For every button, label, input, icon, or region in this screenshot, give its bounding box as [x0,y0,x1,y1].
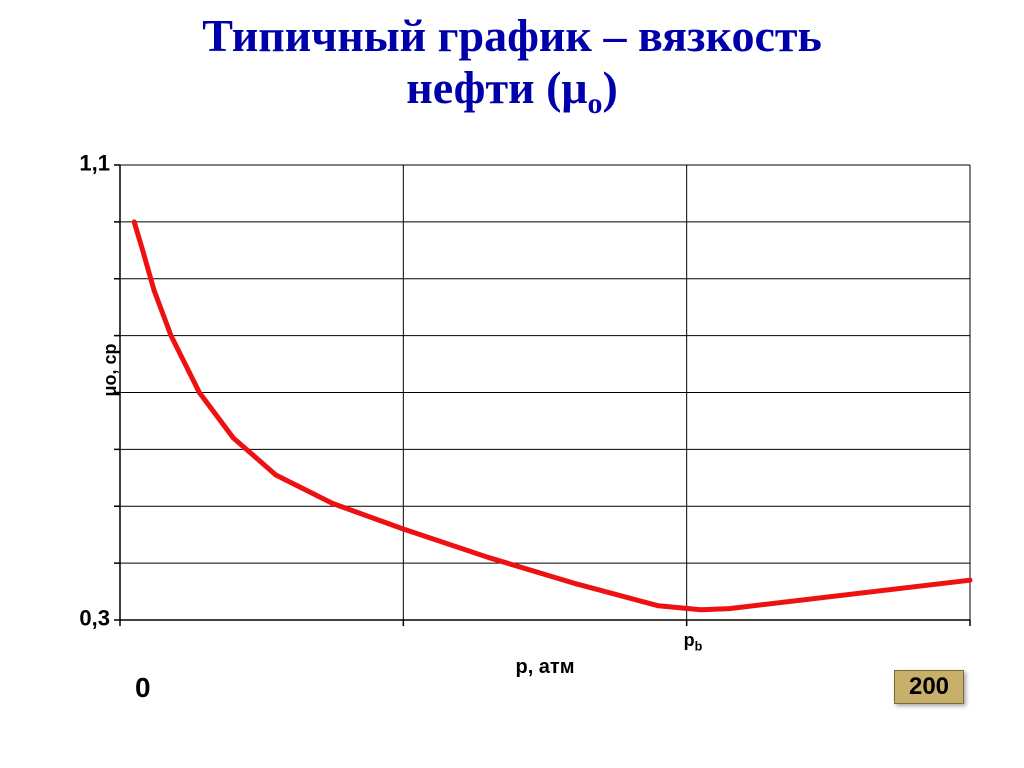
y-axis-label: μo, cp [100,343,121,396]
chart-area: μo, cp p, атм 0 pb 200 0,31,1 [120,165,970,620]
x-axis-label: p, атм [515,656,574,679]
title-line2-suffix: ) [602,62,617,113]
y-tick-label: 0,3 [79,606,110,632]
pb-marker-sub: b [695,640,703,654]
title-line1: Типичный график – вязкость [202,10,822,61]
chart-svg [120,165,970,620]
title-line2-prefix: нефти (μ [406,62,587,113]
title-line2-sub: o [588,87,603,120]
right-value-box: 200 [894,670,964,704]
y-tick-label: 1,1 [79,151,110,177]
pb-marker-label: pb [684,630,703,654]
page-title: Типичный график – вязкость нефти (μo) [0,10,1024,120]
page-root: Типичный график – вязкость нефти (μo) μo… [0,0,1024,768]
right-value-text: 200 [909,673,949,700]
x-origin-label: 0 [135,672,151,704]
pb-marker-main: p [684,630,695,650]
